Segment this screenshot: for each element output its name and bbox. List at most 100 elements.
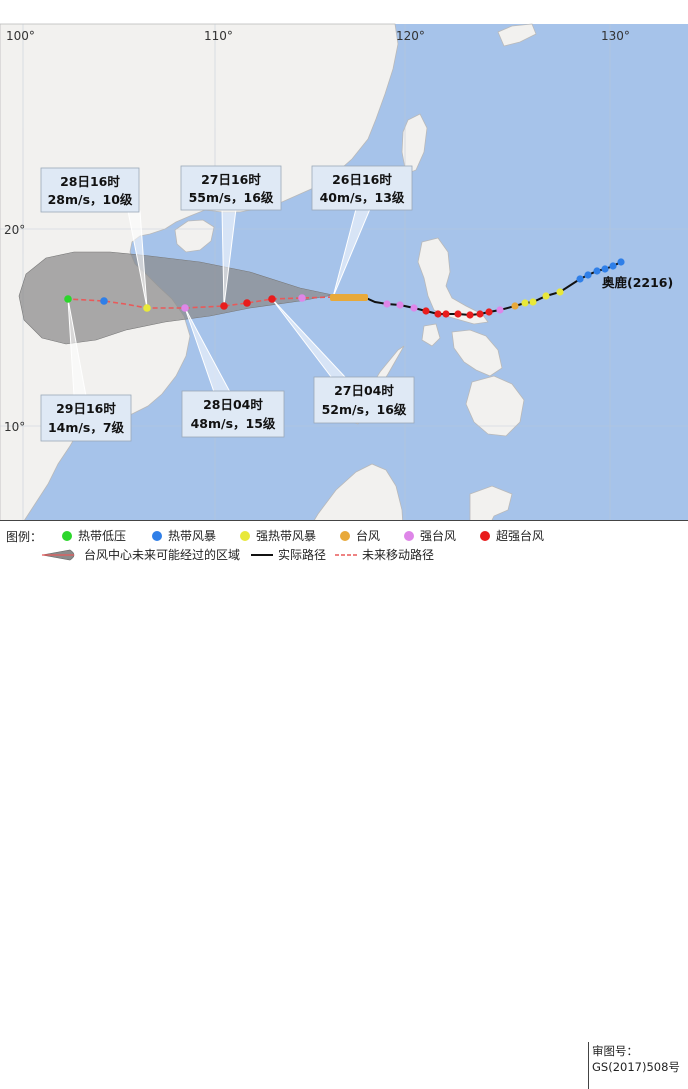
forecast-point-28-16	[143, 304, 151, 312]
box-time: 28日04时	[203, 397, 263, 412]
actual-track-points	[330, 258, 625, 319]
track-point	[442, 310, 450, 318]
info-box-26-16: 26日16时 40m/s，13级	[311, 165, 413, 211]
legend-tropical-storm: 热带风暴	[152, 527, 216, 544]
info-box-27-16: 27日16时 55m/s，16级	[180, 165, 282, 211]
legend-divider	[588, 1042, 589, 1089]
legend-label: 强热带风暴	[256, 529, 317, 543]
lon-tick-100: 100°	[6, 29, 35, 43]
blue-dot-icon	[152, 531, 162, 541]
box-intensity: 14m/s，7级	[48, 420, 125, 435]
lat-tick-10: 10°	[4, 420, 25, 434]
approval-code: GS(2017)508号	[592, 1060, 680, 1074]
track-point	[521, 299, 529, 307]
info-box-29-16: 29日16时 14m/s，7级	[40, 394, 132, 442]
legend-label: 台风中心未来可能经过的区域	[84, 548, 241, 562]
approval-number: 审图号： GS(2017)508号	[592, 1043, 680, 1075]
track-point	[593, 267, 601, 275]
lon-tick-130: 130°	[601, 29, 630, 43]
track-point	[434, 310, 442, 318]
legend-label: 热带风暴	[168, 529, 217, 543]
solid-line-icon	[251, 554, 273, 556]
box-intensity: 55m/s，16级	[189, 190, 274, 205]
violet-dot-icon	[404, 531, 414, 541]
legend-label: 台风	[356, 529, 381, 543]
legend-forecast-track: 未来移动路径	[334, 546, 434, 563]
track-point	[529, 298, 537, 306]
lon-tick-120: 120°	[396, 29, 425, 43]
track-point	[576, 275, 584, 283]
legend-severe-tropical-storm: 强热带风暴	[240, 527, 316, 544]
track-point	[496, 306, 504, 314]
yellow-dot-icon	[240, 531, 250, 541]
legend-severe-typhoon: 强台风	[404, 527, 456, 544]
box-intensity: 52m/s，16级	[322, 402, 407, 417]
track-point	[601, 265, 609, 273]
hainan-island	[174, 219, 215, 253]
box-time: 26日16时	[332, 172, 392, 187]
info-box-28-04: 28日04时 48m/s，15级	[181, 390, 285, 438]
forecast-point-29-16	[64, 295, 72, 303]
box-time: 29日16时	[56, 401, 116, 416]
forecast-point	[243, 299, 251, 307]
orange-dot-icon	[340, 531, 350, 541]
legend-label: 未来移动路径	[362, 548, 435, 562]
green-dot-icon	[62, 531, 72, 541]
lon-tick-110: 110°	[204, 29, 233, 43]
legend-tropical-depression: 热带低压	[62, 527, 126, 544]
legend-actual-track: 实际路径	[250, 546, 326, 563]
track-point	[609, 262, 617, 270]
track-point	[542, 292, 550, 300]
legend-label: 热带低压	[78, 529, 127, 543]
forecast-points	[64, 294, 306, 312]
legend-super-typhoon: 超强台风	[480, 527, 544, 544]
legend-label: 强台风	[420, 529, 457, 543]
visayas-islands	[451, 329, 503, 377]
box-intensity: 40m/s，13级	[320, 190, 405, 205]
track-point	[466, 311, 474, 319]
legend-cone: 台风中心未来可能经过的区域	[40, 546, 240, 563]
track-point	[396, 301, 404, 309]
track-point	[476, 310, 484, 318]
track-point	[485, 308, 493, 316]
forecast-point	[100, 297, 108, 305]
forecast-track	[67, 296, 334, 309]
track-point-cluster	[330, 294, 368, 301]
box-time: 27日04时	[334, 383, 394, 398]
track-point	[584, 271, 592, 279]
taiwan-island	[401, 113, 428, 175]
box-intensity: 48m/s，15级	[191, 416, 276, 431]
legend-label: 实际路径	[278, 548, 327, 562]
red-dot-icon	[480, 531, 490, 541]
ryukyu-islands	[497, 23, 537, 47]
typhoon-track-map: 100° 110° 120° 130° 20° 10°	[0, 23, 688, 545]
legend-label: 超强台风	[496, 529, 545, 543]
forecast-cone	[18, 251, 334, 345]
legend-title: 图例：	[6, 530, 43, 544]
track-point	[422, 307, 430, 315]
mindanao-island	[465, 375, 525, 437]
track-point	[454, 310, 462, 318]
forecast-point-27-16	[220, 302, 228, 310]
track-point	[617, 258, 625, 266]
luzon-island	[417, 237, 489, 325]
mindoro-island	[421, 323, 441, 347]
forecast-point-27-04	[298, 294, 306, 302]
track-point	[511, 302, 519, 310]
box-time: 28日16时	[60, 174, 120, 189]
track-point	[556, 288, 564, 296]
legend: 图例： 热带低压 热带风暴 强热带风暴 台风 强台风 超强台风 台风中心未来可能…	[0, 520, 688, 1089]
track-point	[383, 300, 391, 308]
info-box-27-04: 27日04时 52m/s，16级	[313, 376, 415, 424]
dashed-line-icon	[335, 554, 357, 556]
legend-typhoon: 台风	[340, 527, 380, 544]
forecast-point-27-04	[268, 295, 276, 303]
box-intensity: 28m/s，10级	[48, 192, 133, 207]
track-point	[410, 304, 418, 312]
info-box-28-16: 28日16时 28m/s，10级	[40, 167, 140, 213]
forecast-point-28-04	[181, 304, 189, 312]
typhoon-name-label: 奥鹿(2216)	[602, 275, 673, 290]
box-time: 27日16时	[201, 172, 261, 187]
lat-tick-20: 20°	[4, 223, 25, 237]
approval-label: 审图号：	[592, 1044, 638, 1058]
